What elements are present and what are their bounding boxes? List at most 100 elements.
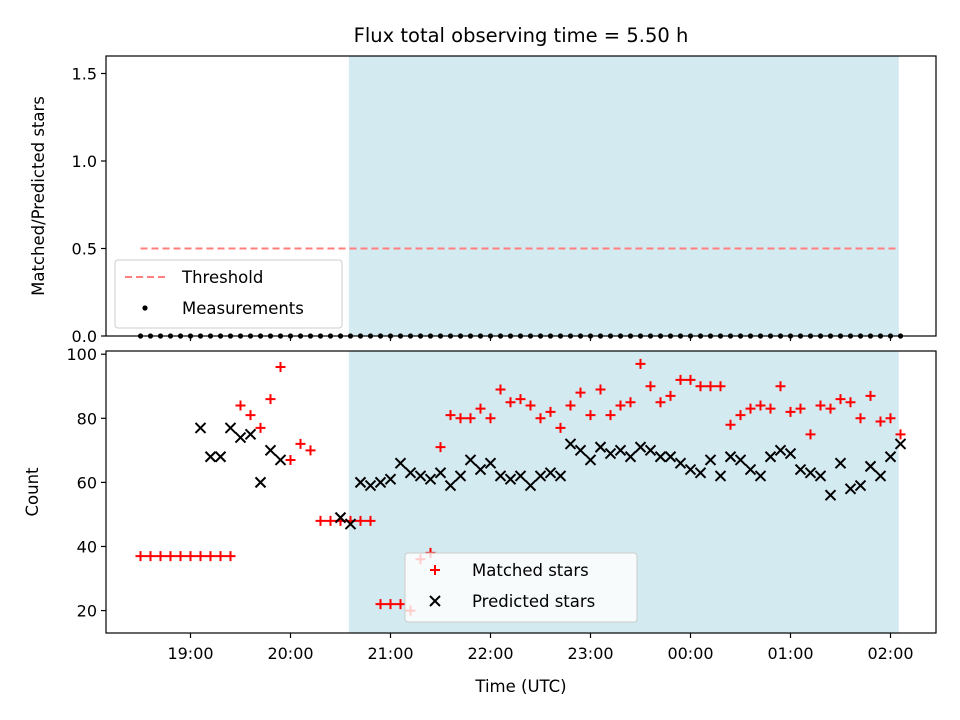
- data-point: [774, 444, 787, 457]
- y-tick-label: 0.5: [72, 240, 97, 259]
- data-point: [274, 454, 287, 466]
- data-point: [624, 451, 637, 463]
- data-point: [865, 390, 876, 401]
- x-tick-label: 23:00: [567, 644, 613, 663]
- x-axis-label: Time (UTC): [474, 677, 566, 696]
- ratio-panel: 0.0 0.5 1.0 1.5 Matched/Predicted stars Thres…: [29, 55, 937, 346]
- data-point: [544, 467, 557, 479]
- data-point: [254, 476, 267, 489]
- data-point: [684, 463, 697, 476]
- data-point: [605, 410, 616, 421]
- x-tick-label: 02:00: [867, 644, 913, 663]
- x-tick-label: 00:00: [667, 644, 713, 663]
- data-point: [564, 438, 577, 450]
- data-point: [555, 422, 566, 433]
- data-point: [504, 473, 517, 485]
- data-point: [165, 551, 176, 562]
- data-point: [524, 479, 537, 492]
- data-point: [514, 470, 527, 482]
- data-point: [355, 515, 366, 526]
- data-point: [875, 416, 886, 427]
- data-point: [305, 445, 316, 456]
- legend-box: [114, 259, 343, 329]
- data-point: [404, 467, 417, 479]
- data-point: [745, 403, 756, 414]
- legend-label: Measurements: [182, 299, 304, 318]
- data-point: [155, 551, 166, 562]
- data-point: [444, 479, 457, 492]
- data-point: [755, 400, 766, 411]
- data-point: [485, 413, 496, 424]
- data-point: [474, 463, 487, 476]
- data-point: [385, 599, 396, 610]
- data-point: [525, 400, 536, 411]
- data-point: [244, 428, 257, 441]
- data-point: [454, 470, 467, 482]
- data-point: [194, 422, 207, 434]
- data-point: [234, 431, 247, 444]
- y-tick-label: 0.0: [72, 327, 97, 346]
- data-point: [715, 381, 726, 392]
- data-point: [455, 413, 466, 424]
- data-point: [695, 381, 706, 392]
- data-point: [515, 394, 526, 405]
- data-point: [584, 454, 597, 466]
- y-tick-label: 100: [66, 345, 97, 364]
- x-tick-label: 19:00: [167, 644, 213, 663]
- data-point: [654, 451, 667, 463]
- data-point: [264, 444, 277, 457]
- data-point: [575, 387, 586, 398]
- data-point: [705, 381, 716, 392]
- data-point: [384, 473, 397, 485]
- data-point: [795, 403, 806, 414]
- data-point: [494, 470, 507, 482]
- data-point: [364, 479, 377, 492]
- data-point: [645, 381, 656, 392]
- data-point: [725, 419, 736, 430]
- data-point: [245, 410, 256, 421]
- data-point: [375, 599, 386, 610]
- data-point: [145, 551, 156, 562]
- legend-matched-swatch: [430, 565, 440, 575]
- data-point: [374, 476, 387, 489]
- data-point: [354, 476, 367, 489]
- data-point: [545, 406, 556, 417]
- data-point: [424, 473, 437, 485]
- data-point: [854, 479, 867, 492]
- data-point: [275, 362, 286, 373]
- data-point: [895, 429, 906, 440]
- data-point: [785, 406, 796, 417]
- x-tick-label: 20:00: [267, 644, 313, 663]
- legend-box: [404, 552, 638, 623]
- data-point: [224, 422, 237, 434]
- data-point: [325, 515, 336, 526]
- observing-window: [348, 56, 899, 336]
- data-point: [674, 457, 687, 469]
- data-point: [824, 489, 837, 501]
- legend-predicted-swatch: [429, 595, 441, 607]
- legend: Matched stars Predicted stars: [404, 552, 638, 623]
- data-point: [505, 397, 516, 408]
- data-point: [464, 454, 477, 466]
- data-point: [665, 390, 676, 401]
- data-point: [185, 551, 196, 562]
- data-point: [595, 384, 606, 395]
- legend-measurements-swatch: [142, 305, 148, 311]
- data-point: [844, 483, 857, 495]
- data-point: [845, 397, 856, 408]
- data-point: [644, 444, 657, 457]
- data-point: [885, 413, 896, 424]
- data-point: [225, 551, 236, 562]
- data-point: [764, 451, 777, 463]
- y-tick-label: 20: [77, 602, 97, 621]
- data-point: [465, 413, 476, 424]
- data-point: [615, 400, 626, 411]
- data-point: [535, 413, 546, 424]
- data-point: [825, 403, 836, 414]
- y-tick-label: 40: [77, 537, 97, 556]
- data-point: [484, 457, 497, 469]
- data-point: [614, 444, 627, 457]
- data-point: [894, 438, 907, 450]
- data-point: [635, 358, 646, 369]
